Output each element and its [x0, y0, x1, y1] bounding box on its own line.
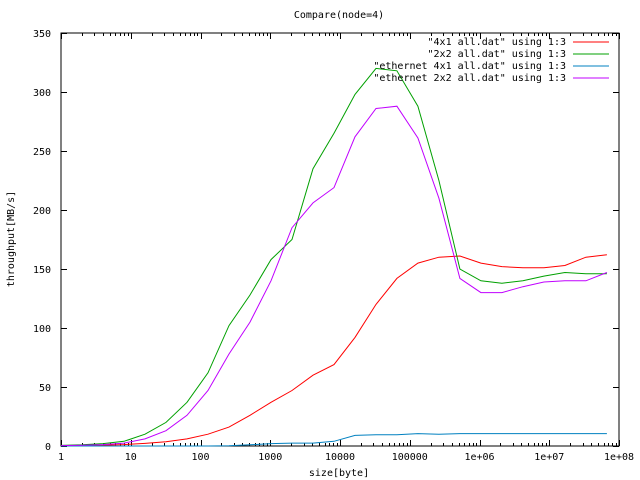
x-tick-label: 100000 [392, 452, 428, 463]
x-tick-label: 100 [191, 452, 209, 463]
legend-label-2: "2x2 all.dat" using 1:3 [428, 49, 566, 60]
y-tick-label: 100 [33, 324, 51, 335]
x-tick-label: 1e+07 [534, 452, 564, 463]
legend-label-1: "4x1 all.dat" using 1:3 [428, 37, 566, 48]
series-line-3 [61, 433, 607, 447]
legend-label-4: "ethernet 2x2 all.dat" using 1:3 [373, 73, 566, 84]
series-lines [60, 67, 608, 447]
legend-label-3: "ethernet 4x1 all.dat" using 1:3 [373, 61, 566, 72]
x-tick-label: 1 [58, 452, 64, 463]
y-tick-label: 350 [33, 29, 51, 40]
series-line-1 [60, 254, 607, 447]
x-tick-label: 1e+06 [464, 452, 494, 463]
y-tick-label: 0 [45, 442, 51, 453]
chart-title: Compare(node=4) [294, 10, 384, 21]
x-tick-label: 10 [125, 452, 137, 463]
series-line-4 [60, 105, 608, 447]
y-tick-label: 150 [33, 265, 51, 276]
x-axis-label: size[byte] [309, 468, 369, 479]
y-tick-label: 250 [33, 147, 51, 158]
y-axis-ticks: 0 50 100 150 200 250 300 350 [33, 29, 619, 453]
y-tick-label: 50 [39, 383, 51, 394]
series-line-2 [60, 67, 607, 446]
y-axis-label: throughput[MB/s] [6, 191, 17, 287]
legend: "4x1 all.dat" using 1:3"2x2 all.dat" usi… [373, 37, 609, 84]
y-tick-label: 200 [33, 206, 51, 217]
x-tick-label: 10000 [325, 452, 355, 463]
x-axis-ticks: 1 10 100 1000 10000 100000 1e+06 1e+07 1e+08 [58, 33, 634, 463]
x-tick-label: 1e+08 [604, 452, 634, 463]
x-tick-label: 1000 [258, 452, 282, 463]
y-tick-label: 300 [33, 88, 51, 99]
